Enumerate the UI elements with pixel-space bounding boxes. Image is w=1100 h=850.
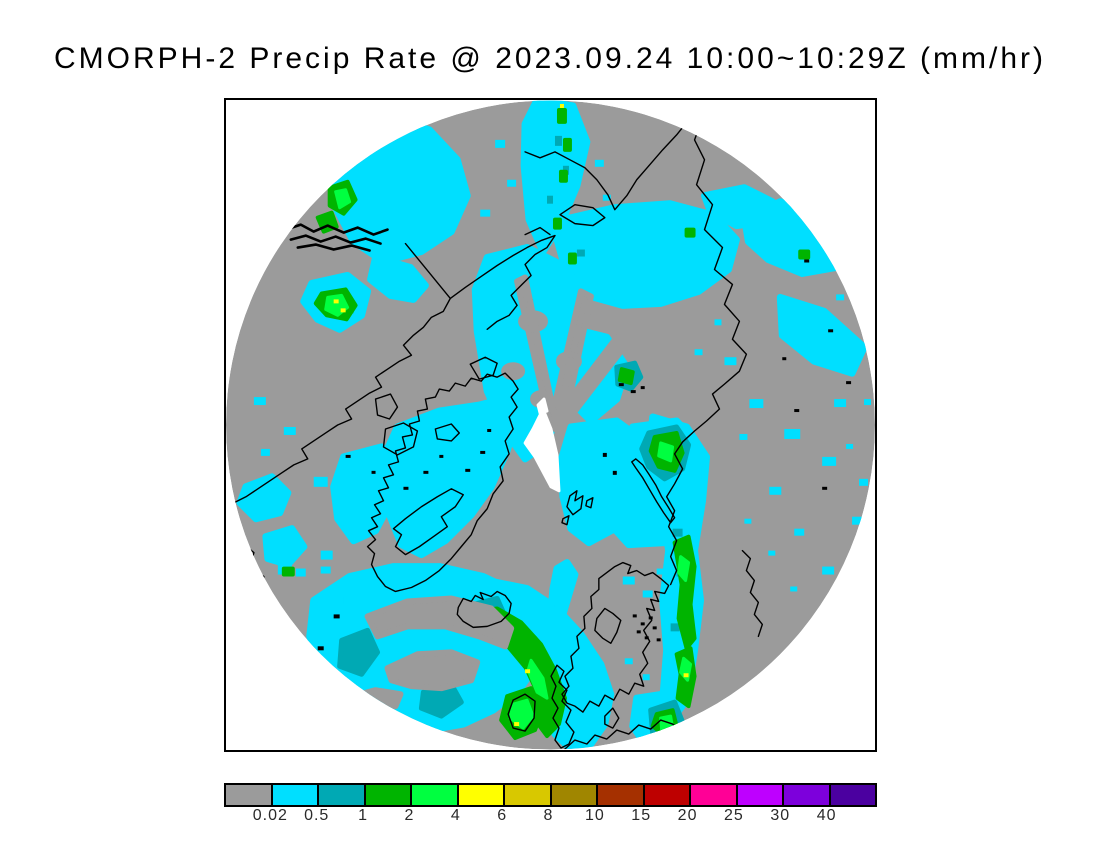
colorbar-segment-magenta bbox=[737, 785, 784, 805]
colorbar-label: 20 bbox=[677, 807, 698, 824]
colorbar bbox=[224, 783, 877, 807]
alaska-yukon-border bbox=[404, 242, 452, 300]
colorbar-segment-teal bbox=[319, 785, 366, 805]
kolyma-coast bbox=[783, 119, 837, 225]
gulf-of-bothnia bbox=[594, 607, 622, 645]
baffin-island-coast bbox=[392, 488, 464, 556]
colorbar-label: 30 bbox=[770, 807, 791, 824]
pechora-river bbox=[741, 549, 764, 638]
colorbar-segment-brick bbox=[598, 785, 645, 805]
colorbar-label: 15 bbox=[631, 807, 652, 824]
wrangel-islands bbox=[524, 203, 606, 236]
colorbar-labels: 0.02 0.5 1 2 4 6 8 10 15 20 25 30 40 bbox=[224, 807, 873, 829]
small-islands bbox=[317, 259, 852, 651]
arctic-map-svg bbox=[226, 100, 875, 750]
colorbar-segment-violet bbox=[784, 785, 831, 805]
colorbar-label: 8 bbox=[543, 807, 554, 824]
ireland-coast bbox=[507, 693, 536, 732]
colorbar-segment-green bbox=[365, 785, 412, 805]
denmark-coast bbox=[604, 707, 620, 729]
colorbar-label: 40 bbox=[816, 807, 837, 824]
colorbar-segment-bright_green bbox=[412, 785, 459, 805]
colorbar-label: 1 bbox=[358, 807, 369, 824]
colorbar-label: 0.5 bbox=[304, 807, 330, 824]
colorbar-label: 10 bbox=[584, 807, 605, 824]
colorbar-segment-red bbox=[644, 785, 691, 805]
colorbar-segment-yellow bbox=[458, 785, 505, 805]
scandinavia-coast bbox=[561, 561, 670, 713]
arctic-archipelago-islands bbox=[374, 356, 498, 456]
canada-mainland-coast bbox=[233, 297, 452, 504]
alaska-range bbox=[284, 223, 389, 252]
svalbard-coast bbox=[561, 490, 594, 526]
colorbar-segment-indigo bbox=[830, 785, 875, 805]
missing-data-wedge bbox=[523, 397, 561, 493]
colorbar-label: 6 bbox=[497, 807, 508, 824]
iceland-coast bbox=[456, 590, 512, 629]
colorbar-label: 0.02 bbox=[252, 807, 288, 824]
britain-coast bbox=[550, 664, 575, 749]
map-frame bbox=[224, 98, 877, 752]
colorbar-label: 25 bbox=[724, 807, 744, 824]
colorbar-segment-olive bbox=[551, 785, 598, 805]
colorbar-segment-gold bbox=[505, 785, 552, 805]
colorbar-segment-pink bbox=[691, 785, 738, 805]
dry-streaks-layer bbox=[342, 274, 628, 712]
colorbar-segment-cyan bbox=[272, 785, 319, 805]
colorbar-label: 4 bbox=[450, 807, 461, 824]
greenland-coast bbox=[366, 372, 519, 593]
alaska-coast bbox=[449, 234, 556, 330]
colorbar-label: 2 bbox=[404, 807, 415, 824]
plot-title: CMORPH-2 Precip Rate @ 2023.09.24 10:00~… bbox=[54, 42, 1046, 75]
colorbar-segment-gray bbox=[226, 785, 273, 805]
